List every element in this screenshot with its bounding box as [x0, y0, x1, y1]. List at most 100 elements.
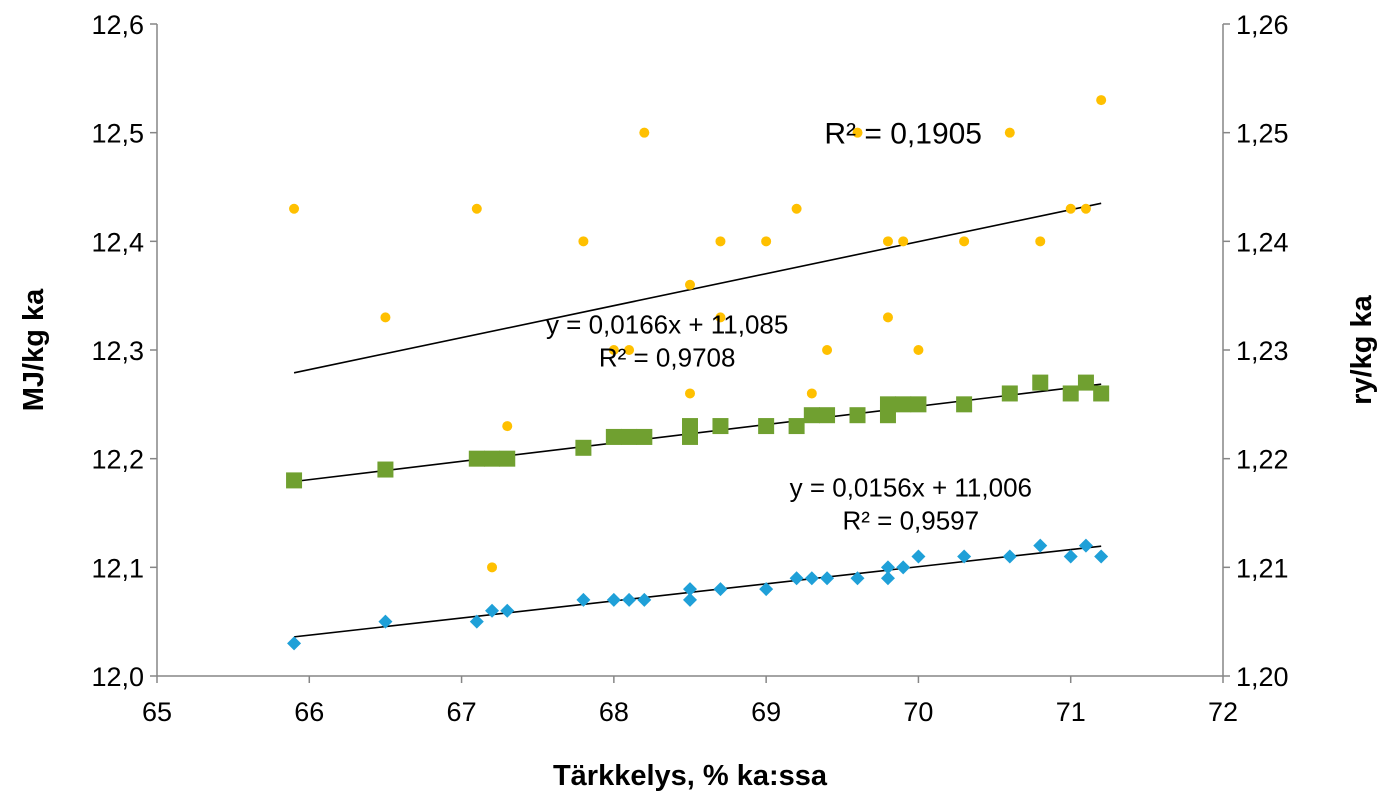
data-point-diamond [911, 549, 926, 564]
data-point-circle [487, 562, 498, 573]
data-point-circle [882, 312, 893, 323]
data-point-circle [685, 388, 695, 399]
data-point-diamond [622, 592, 637, 607]
x-tick-label: 70 [903, 697, 933, 727]
x-tick-label: 71 [1056, 697, 1086, 727]
data-point-square [621, 428, 638, 445]
y2-tick-label: 1,22 [1236, 445, 1289, 475]
data-point-square [956, 396, 973, 413]
y2-axis-title: ry/kg ka [1346, 294, 1378, 404]
data-point-circle [882, 236, 893, 247]
data-point-circle [806, 388, 817, 399]
data-point-diamond [576, 592, 591, 607]
data-point-circle [1035, 236, 1046, 247]
data-point-diamond [880, 560, 895, 575]
data-point-square [895, 396, 912, 413]
data-point-circle [608, 345, 619, 355]
axes: 65 66 67 68 69 70 71 72 12,0 12,1 12,2 12,3 12,4 12,5… [91, 10, 1288, 727]
y2-tick-label: 1,26 [1236, 10, 1289, 40]
x-tick-label: 69 [751, 697, 781, 727]
y-tick-label: 12,1 [91, 553, 144, 583]
x-tick-label: 68 [599, 697, 629, 727]
annotation-label: R² = 0,9597 [843, 505, 980, 535]
y-tick-label: 12,6 [91, 10, 144, 40]
data-point-diamond [683, 582, 697, 597]
data-point-square [1032, 374, 1049, 391]
data-point-square [636, 428, 653, 445]
data-point-square [468, 450, 485, 467]
data-point-square [1077, 374, 1094, 391]
y2-tick-label: 1,24 [1236, 227, 1289, 257]
trendline-2 [293, 545, 1102, 638]
x-tick-label: 65 [142, 697, 172, 727]
data-points [286, 95, 1110, 651]
y2-tick-label: 1,20 [1236, 662, 1289, 692]
x-tick-label: 67 [447, 697, 477, 727]
ticks: 65 66 67 68 69 70 71 72 12,0 12,1 12,2 12,3 12,4 12,5… [91, 10, 1288, 727]
data-point-circle [898, 236, 909, 247]
data-point-diamond [759, 582, 774, 597]
x-tick-label: 66 [294, 697, 324, 727]
data-point-circle [1065, 203, 1076, 214]
data-point-circle [471, 203, 482, 214]
y2-tick-label: 1,21 [1236, 553, 1289, 583]
data-point-diamond [880, 571, 895, 586]
data-point-circle [578, 236, 589, 247]
data-point-square [377, 461, 394, 478]
data-point-circle [1004, 127, 1015, 138]
data-point-circle [852, 127, 863, 138]
data-point-diamond [637, 592, 652, 607]
data-point-square [758, 418, 775, 435]
annotation-label: y = 0,0156x + 11,006 [790, 473, 1032, 503]
data-point-square [788, 418, 805, 435]
data-point-circle [822, 345, 833, 355]
data-point-diamond [683, 592, 697, 607]
data-point-diamond [820, 571, 835, 586]
data-point-circle [502, 421, 513, 432]
y-tick-label: 12,0 [91, 662, 144, 692]
data-point-square [484, 450, 501, 467]
data-point-diamond [789, 571, 804, 586]
trendline-0 [293, 202, 1102, 374]
data-point-square [286, 472, 303, 489]
data-point-square [849, 407, 866, 424]
data-point-diamond [500, 603, 515, 618]
data-point-diamond [287, 636, 302, 651]
data-point-square [1093, 385, 1110, 402]
data-point-square [682, 428, 698, 445]
data-point-circle [289, 203, 300, 214]
data-point-diamond [378, 614, 393, 629]
x-axis-title: Tärkkelys, % ka:ssa [553, 760, 828, 791]
data-point-square [575, 439, 592, 456]
data-point-diamond [485, 603, 500, 618]
data-point-square [910, 396, 927, 413]
data-point-circle [624, 345, 635, 355]
y-tick-label: 12,4 [91, 227, 144, 257]
y-tick-label: 12,5 [91, 119, 144, 149]
data-point-circle [1096, 95, 1107, 106]
data-point-diamond [1063, 549, 1078, 564]
data-point-square [499, 450, 516, 467]
data-point-diamond [713, 582, 728, 597]
y-tick-label: 12,2 [91, 445, 144, 475]
data-point-diamond [804, 571, 819, 586]
data-point-circle [685, 279, 695, 290]
data-point-square [1062, 385, 1079, 402]
data-point-square [1001, 385, 1018, 402]
data-point-diamond [606, 592, 621, 607]
data-point-diamond [1094, 549, 1109, 564]
y2-tick-label: 1,25 [1236, 119, 1289, 149]
y-axis-title: MJ/kg ka [18, 288, 50, 411]
data-point-square [819, 407, 836, 424]
x-tick-label: 72 [1208, 697, 1238, 727]
data-point-square [803, 407, 820, 424]
annotation-label: y = 0,0166x + 11,085 [546, 310, 788, 340]
data-point-circle [380, 312, 391, 323]
y2-tick-label: 1,23 [1236, 336, 1289, 366]
y-tick-label: 12,3 [91, 336, 144, 366]
data-point-diamond [850, 571, 865, 586]
data-point-circle [913, 345, 924, 355]
data-point-circle [761, 236, 772, 247]
data-point-diamond [1002, 549, 1017, 564]
